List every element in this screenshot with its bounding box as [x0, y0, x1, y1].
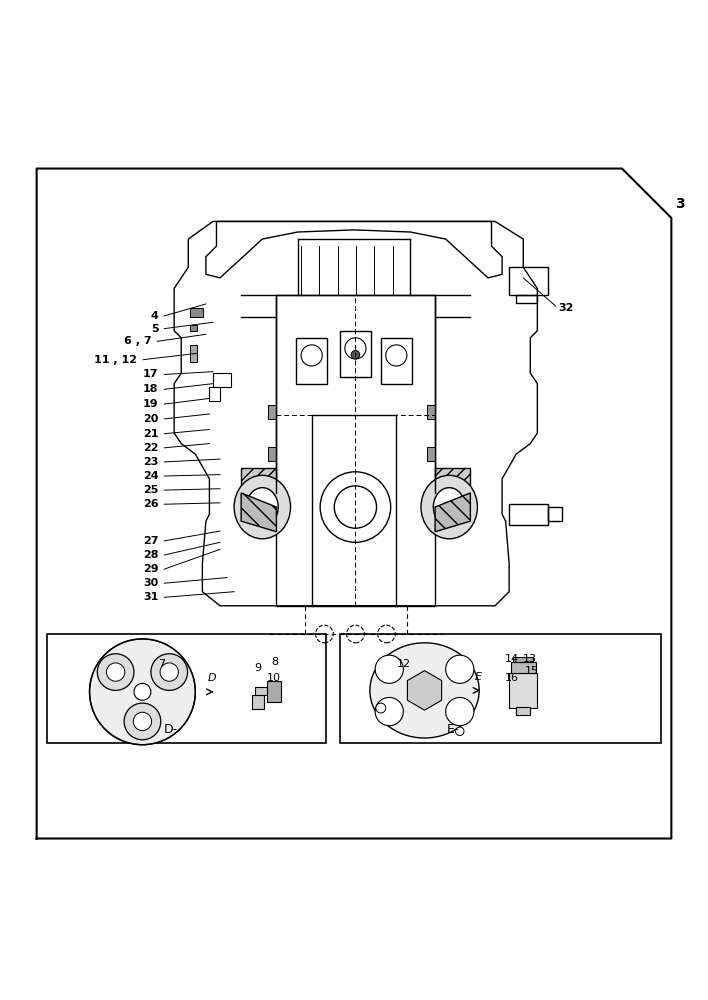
Bar: [47, 634, 326, 743]
Text: 14: 14: [505, 654, 519, 664]
Text: 8: 8: [271, 657, 278, 667]
Text: 12: 12: [397, 659, 411, 669]
Bar: [190, 325, 198, 331]
Bar: [516, 295, 537, 303]
Bar: [256, 687, 276, 695]
Text: 31: 31: [143, 592, 159, 602]
Bar: [190, 308, 203, 317]
Bar: [340, 634, 661, 743]
Text: 4: 4: [151, 311, 159, 321]
Bar: [381, 338, 412, 384]
Circle shape: [375, 655, 404, 683]
Text: 20: 20: [143, 414, 159, 424]
Ellipse shape: [234, 475, 290, 539]
Bar: [213, 373, 231, 387]
Text: 24: 24: [143, 471, 159, 481]
Text: 18: 18: [143, 384, 159, 394]
Bar: [252, 695, 264, 709]
Bar: [267, 681, 281, 702]
Text: 13: 13: [523, 654, 537, 664]
Polygon shape: [241, 493, 276, 532]
Circle shape: [134, 683, 151, 700]
Polygon shape: [435, 468, 470, 493]
Circle shape: [124, 703, 161, 740]
Text: 32: 32: [559, 303, 574, 313]
Polygon shape: [435, 493, 470, 532]
Text: D-: D-: [164, 723, 178, 736]
Bar: [516, 707, 530, 715]
Text: 29: 29: [143, 564, 159, 574]
Bar: [190, 345, 198, 362]
Bar: [427, 405, 435, 419]
Text: 28: 28: [143, 550, 159, 560]
Bar: [513, 657, 533, 662]
Circle shape: [160, 663, 178, 681]
Bar: [210, 387, 220, 401]
Bar: [509, 267, 548, 295]
Bar: [268, 405, 276, 419]
Circle shape: [133, 712, 152, 731]
Polygon shape: [241, 468, 276, 493]
Circle shape: [106, 663, 125, 681]
Bar: [427, 447, 435, 461]
Ellipse shape: [433, 488, 465, 526]
Bar: [509, 504, 548, 525]
Bar: [509, 673, 537, 708]
Text: 15: 15: [525, 666, 539, 676]
Text: 22: 22: [143, 443, 159, 453]
Text: 23: 23: [143, 457, 159, 467]
Text: E-: E-: [447, 723, 459, 736]
Text: 6 , 7: 6 , 7: [124, 336, 152, 346]
Text: 5: 5: [151, 324, 159, 334]
Text: 16: 16: [505, 673, 519, 683]
Text: 7: 7: [158, 659, 165, 669]
Ellipse shape: [421, 475, 477, 539]
Text: 9: 9: [254, 663, 261, 673]
Circle shape: [97, 654, 134, 690]
Ellipse shape: [246, 488, 278, 526]
Text: 19: 19: [143, 399, 159, 409]
Circle shape: [455, 727, 464, 736]
Bar: [296, 338, 327, 384]
Text: D: D: [207, 673, 216, 683]
Text: 21: 21: [143, 429, 159, 439]
Text: 30: 30: [144, 578, 159, 588]
Bar: [276, 295, 435, 606]
Text: 27: 27: [143, 536, 159, 546]
Circle shape: [89, 639, 195, 745]
Text: 17: 17: [143, 369, 159, 379]
Circle shape: [151, 654, 188, 690]
Text: E: E: [474, 672, 481, 682]
Bar: [340, 331, 371, 377]
Circle shape: [375, 697, 404, 726]
Bar: [548, 507, 562, 521]
Text: 25: 25: [143, 485, 159, 495]
Polygon shape: [407, 671, 442, 710]
Circle shape: [445, 697, 474, 726]
Circle shape: [445, 655, 474, 683]
Text: 10: 10: [267, 673, 280, 683]
Text: 3: 3: [675, 197, 685, 211]
Text: 26: 26: [143, 499, 159, 509]
Bar: [268, 447, 276, 461]
Circle shape: [351, 350, 360, 359]
Circle shape: [376, 703, 386, 713]
Ellipse shape: [370, 643, 479, 738]
Bar: [510, 662, 536, 673]
Text: 11 , 12: 11 , 12: [94, 355, 137, 365]
